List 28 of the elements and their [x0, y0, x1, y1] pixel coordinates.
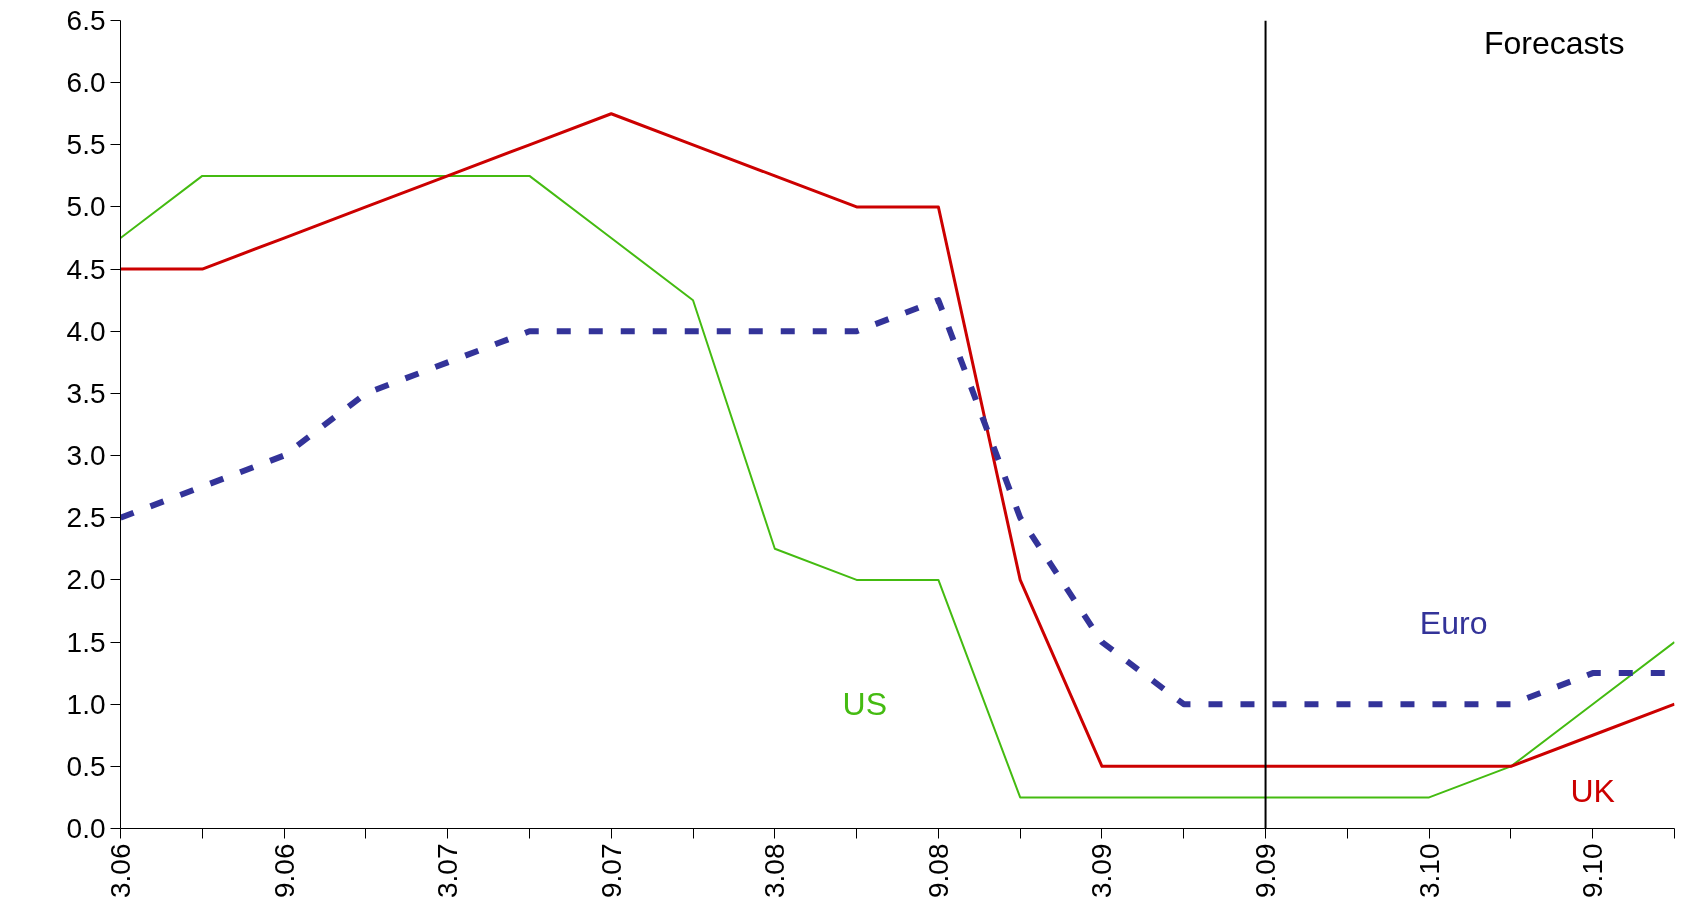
y-tick-label: 2.0: [66, 564, 106, 596]
y-tick-label: 3.5: [66, 377, 106, 409]
text: US: [842, 686, 888, 723]
y-tick-label: 6.0: [66, 67, 106, 99]
x-tick-label: 9.09: [1250, 843, 1282, 898]
y-tick-label: 3.0: [66, 440, 106, 472]
x-tick-label: 9.08: [922, 843, 954, 898]
y-tick-label: 1.0: [66, 688, 106, 720]
x-tick-label: 9.10: [1577, 843, 1609, 898]
y-tick-label: 1.5: [66, 626, 106, 658]
y-tick-label: 2.5: [66, 502, 106, 534]
y-tick-label: 5.5: [66, 129, 106, 161]
x-tick-label: 3.10: [1413, 843, 1445, 898]
x-tick-label: 3.07: [432, 843, 464, 898]
x-tick-label: 9.06: [268, 843, 300, 898]
y-tick-label: 6.5: [66, 5, 106, 36]
series-label: Euro: [1419, 605, 1488, 642]
y-tick-label: 5.0: [66, 191, 106, 223]
x-tick-label: 3.09: [1086, 843, 1118, 898]
ref-line-label: Forecasts: [1484, 24, 1625, 61]
series-label: UK: [1570, 773, 1615, 810]
x-tick-label: 3.06: [105, 843, 136, 898]
y-tick-label: 0.0: [66, 813, 106, 844]
x-tick-label: 9.07: [595, 843, 627, 898]
y-tick-label: 0.5: [66, 750, 106, 782]
y-tick-label: 4.5: [66, 253, 106, 285]
y-tick-label: 4.0: [66, 315, 106, 347]
x-tick-label: 3.08: [759, 843, 791, 898]
